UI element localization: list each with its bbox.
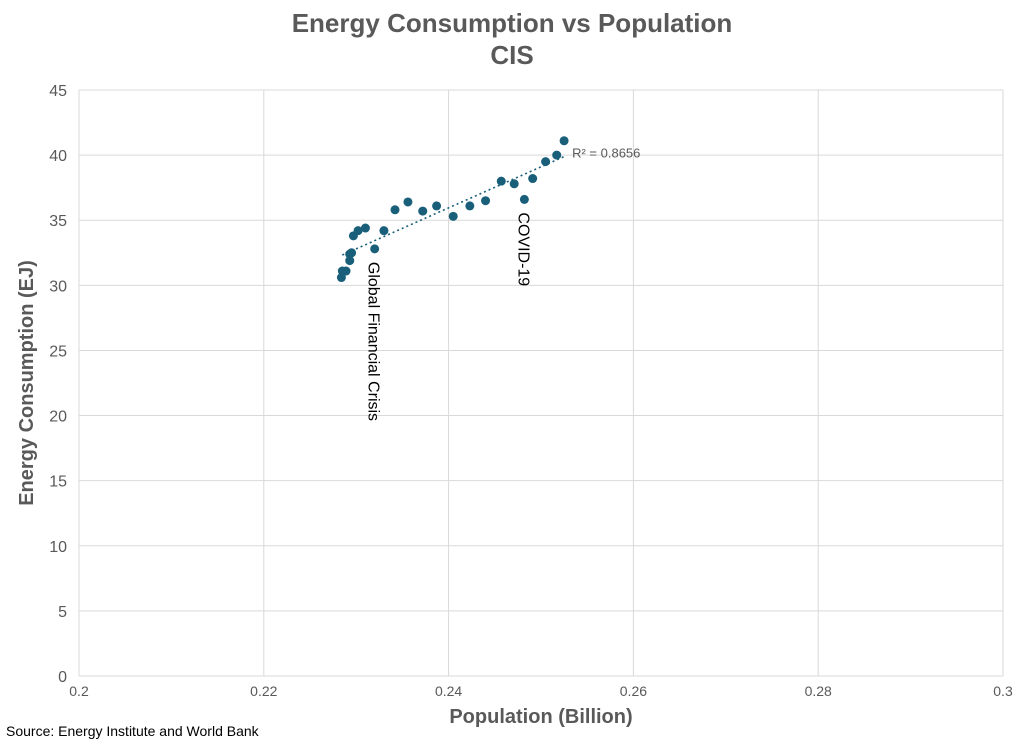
y-tick-label: 40 [49,148,67,165]
data-point [465,201,475,211]
gridlines [78,89,1004,677]
trendline [342,155,565,256]
trendline-group: R² = 0.8656 [342,146,640,256]
source-note: Source: Energy Institute and World Bank [6,723,259,739]
y-tick-label: 30 [49,278,67,295]
y-axis-title: Energy Consumption (EJ) [16,260,38,506]
y-tick-label: 20 [49,409,67,426]
y-tick-label: 35 [49,213,67,230]
annotation-label: Global Financial Crisis [365,262,382,421]
data-point [509,179,519,189]
data-point [353,226,363,236]
axis-ticks: 0 5 10 15 20 25 30 35 40 45 0.2 0.22 0.24 0.26 0.28 0.3 [49,83,1013,699]
data-points [336,136,569,283]
data-point [559,136,569,146]
x-axis-title: Population (Billion) [449,706,632,728]
y-tick-label: 0 [58,669,67,686]
data-point [432,201,442,211]
x-tick-label: 0.28 [805,683,832,699]
data-point [345,256,355,266]
data-point [418,206,428,216]
r-squared-label: R² = 0.8656 [572,146,640,161]
data-point [481,196,491,206]
y-tick-label: 15 [49,474,67,491]
x-tick-label: 0.3 [993,683,1013,699]
y-tick-label: 10 [49,539,67,556]
data-point [370,244,380,254]
x-tick-label: 0.26 [620,683,647,699]
data-point [496,176,506,186]
data-point [347,248,357,258]
y-tick-label: 25 [49,343,67,360]
data-point [390,205,400,215]
x-tick-label: 0.22 [250,683,277,699]
data-point [448,211,458,221]
y-tick-label: 5 [58,604,67,621]
x-tick-label: 0.2 [69,683,89,699]
data-point [341,266,351,276]
annotations: Global Financial Crisis COVID-19 [365,212,532,421]
data-point [552,150,562,160]
data-point [528,174,538,184]
data-point [519,194,529,204]
data-point [403,197,413,207]
x-tick-label: 0.24 [435,683,462,699]
chart-title: Energy Consumption vs Population [291,8,733,38]
y-tick-label: 45 [49,83,67,100]
data-point [360,223,370,233]
chart-subtitle: CIS [490,40,534,70]
data-point [379,226,389,236]
annotation-label: COVID-19 [514,212,531,286]
data-point [541,157,551,167]
